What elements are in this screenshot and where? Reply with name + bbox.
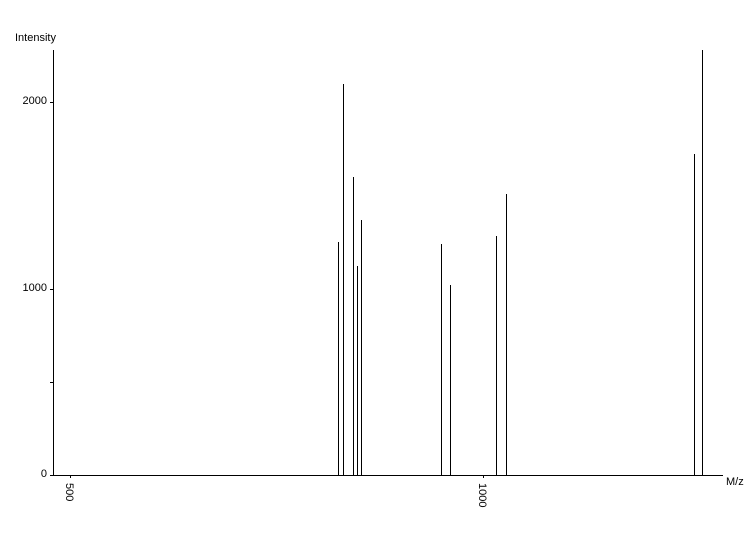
y-tick bbox=[50, 475, 53, 476]
spectrum-peak bbox=[496, 236, 497, 475]
y-tick-label: 1000 bbox=[10, 282, 47, 294]
x-tick bbox=[70, 475, 71, 478]
spectrum-peak bbox=[450, 285, 451, 475]
spectrum-peak bbox=[353, 177, 354, 475]
spectrum-peak bbox=[506, 194, 507, 475]
spectrum-peak bbox=[357, 266, 358, 475]
y-tick-label: 0 bbox=[10, 468, 47, 480]
x-tick-label: 1000 bbox=[476, 483, 488, 507]
y-tick bbox=[50, 102, 53, 103]
y-tick bbox=[50, 289, 53, 290]
x-axis bbox=[53, 475, 723, 476]
x-tick-label: 500 bbox=[63, 483, 75, 501]
spectrum-peak bbox=[441, 244, 442, 475]
spectrum-peak bbox=[361, 220, 362, 475]
mass-spectrum-chart: Intensity M/z 0 1000 2000 500 1000 bbox=[0, 0, 750, 540]
y-axis bbox=[53, 50, 54, 475]
y-axis-title: Intensity bbox=[15, 32, 56, 44]
y-minor-tick bbox=[50, 382, 53, 383]
spectrum-peak bbox=[338, 242, 339, 475]
spectrum-peak bbox=[343, 84, 344, 475]
spectrum-peak bbox=[702, 50, 703, 475]
x-axis-title: M/z bbox=[726, 476, 744, 488]
y-tick-label: 2000 bbox=[10, 95, 47, 107]
x-tick bbox=[483, 475, 484, 478]
spectrum-peak bbox=[694, 154, 695, 475]
